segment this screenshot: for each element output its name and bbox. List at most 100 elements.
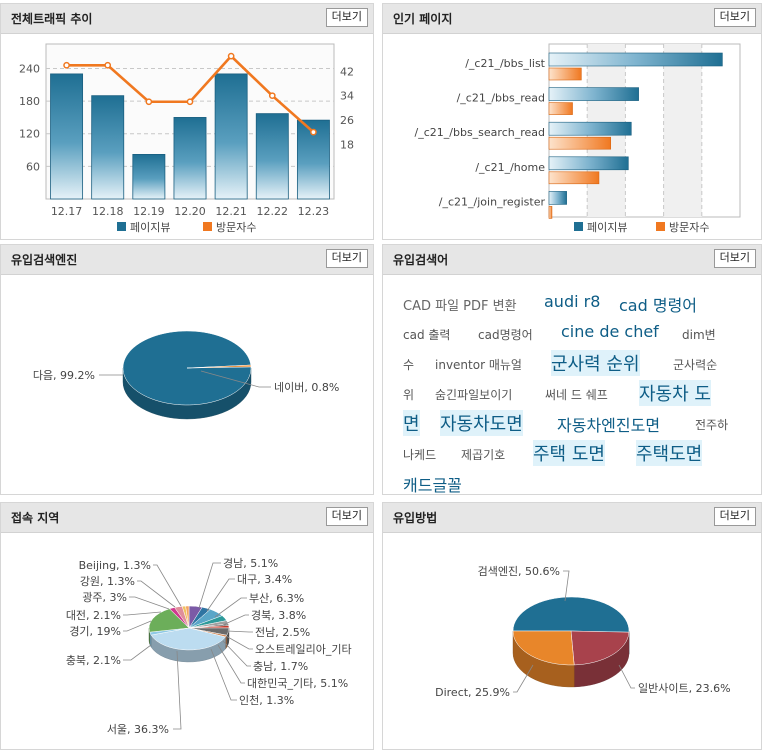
- legend-swatch: [574, 222, 583, 231]
- line-point: [227, 52, 235, 60]
- slice-label: 경남, 5.1%: [223, 557, 278, 570]
- referral-method-pie: 검색엔진, 50.6% 일반사이트, 23.6% Direct, 25.9%: [435, 565, 731, 699]
- bar: [50, 73, 84, 200]
- panel-title: 접속 지역: [11, 511, 60, 525]
- panel-title: 전체트래픽 추이: [11, 12, 93, 26]
- keyword-link[interactable]: 주택 도면: [533, 440, 605, 466]
- category-label: /_c21_/home: [475, 161, 545, 174]
- x-tick-label: 12.23: [298, 205, 330, 218]
- y2-tick-label: 18: [340, 138, 354, 151]
- bar: [132, 154, 166, 200]
- leader-line: [123, 644, 152, 661]
- slice-label: 검색엔진, 50.6%: [478, 565, 560, 578]
- panel-title: 인기 페이지: [393, 12, 453, 26]
- keyword-link[interactable]: 자동차 도: [639, 380, 711, 406]
- category-label: /_c21_/bbs_read: [457, 92, 545, 105]
- x-tick-label: 12.21: [215, 205, 247, 218]
- keyword-link[interactable]: 자동차도면: [440, 410, 523, 436]
- leader-line: [618, 664, 635, 689]
- leader-line: [153, 564, 182, 607]
- keyword-link[interactable]: 주택도면: [636, 440, 703, 466]
- pie-slice: [186, 364, 252, 369]
- slice-label: 인천, 1.3%: [239, 693, 294, 707]
- panel-header: 전체트래픽 추이 더보기: [1, 4, 373, 34]
- slice-label: 충북, 2.1%: [66, 654, 121, 667]
- popular-pages-panel: 인기 페이지 더보기 /_c21_/bbs_list /_c21_/bbs_rea…: [382, 3, 762, 240]
- leader-line: [226, 630, 253, 633]
- popular-pages-chart: /_c21_/bbs_list /_c21_/bbs_read /_c21_/bbs…: [415, 43, 741, 234]
- keyword-link[interactable]: 군사력순: [673, 358, 718, 372]
- bar: [91, 95, 125, 200]
- x-tick-label: 12.19: [133, 205, 165, 218]
- panel-header: 인기 페이지 더보기: [383, 4, 761, 34]
- region-pie: 경남, 5.1% 대구, 3.4% 부산, 6.3% 경북, 3.8% 전남, 2.5%…: [66, 557, 352, 736]
- pageview-bar: [548, 191, 567, 205]
- keyword-link[interactable]: 나케드: [403, 448, 437, 462]
- keyword-link[interactable]: 면: [403, 410, 420, 436]
- keyword-link[interactable]: cad명령어: [478, 328, 533, 342]
- slice-label: 네이버, 0.8%: [274, 381, 339, 394]
- region-panel: 접속 지역 더보기 경남, 5.1% 대구, 3.4% 부산, 6.3% 경북, 3.…: [0, 502, 374, 750]
- leader-line: [198, 562, 221, 609]
- more-button[interactable]: 더보기: [713, 507, 756, 526]
- pie-slice: [185, 605, 190, 629]
- keyword-link[interactable]: 써네 드 쉐프: [545, 388, 608, 402]
- slice-label: 오스트레일리아_기타: [255, 642, 352, 656]
- keyword-link[interactable]: 숨긴파일보이기: [435, 388, 513, 402]
- keyword-link[interactable]: cad 출력: [403, 328, 451, 342]
- leader-line: [225, 635, 253, 650]
- y2-tick-label: 34: [340, 90, 354, 103]
- bar: [173, 117, 207, 200]
- more-button[interactable]: 더보기: [325, 249, 368, 268]
- keyword-link[interactable]: cine de chef: [561, 322, 659, 341]
- legend-label: 방문자수: [216, 221, 256, 234]
- search-engine-pie: 다음, 99.2% 네이버, 0.8%: [33, 330, 339, 420]
- legend-label: 방문자수: [669, 221, 709, 234]
- slice-label: 대한민국_기타, 5.1%: [247, 677, 348, 690]
- y-tick-label: 120: [19, 128, 40, 141]
- more-button[interactable]: 더보기: [713, 8, 756, 27]
- slice-label: Direct, 25.9%: [435, 686, 510, 699]
- search-keyword-panel: 유입검색어 더보기 CAD 파일 PDF 변환 audi r8 cad 명령어 …: [382, 244, 762, 495]
- panel-header: 유입방법 더보기: [383, 503, 761, 533]
- keyword-link[interactable]: 자동차엔진도면: [557, 416, 661, 435]
- x-tick-label: 12.20: [174, 205, 206, 218]
- keyword-link[interactable]: CAD 파일 PDF 변환: [403, 299, 517, 314]
- leader-line: [513, 664, 534, 693]
- pageview-bar: [548, 121, 632, 136]
- slice-label: 다음, 99.2%: [33, 369, 95, 382]
- slice-label: 강원, 1.3%: [80, 575, 135, 588]
- line-point: [63, 61, 70, 69]
- keyword-link[interactable]: 수: [403, 358, 415, 372]
- x-tick-label: 12.17: [51, 205, 83, 218]
- keyword-link[interactable]: 제곱기호: [461, 448, 506, 462]
- more-button[interactable]: 더보기: [713, 249, 756, 268]
- keyword-link[interactable]: cad 명령어: [619, 296, 698, 315]
- keyword-link[interactable]: 위: [403, 388, 415, 402]
- keyword-link[interactable]: 캐드글꼴: [403, 476, 462, 495]
- more-button[interactable]: 더보기: [325, 507, 368, 526]
- pie-slice: [148, 608, 190, 633]
- leader-line: [200, 370, 271, 388]
- slice-label: 일반사이트, 23.6%: [638, 681, 731, 695]
- legend-label: 페이지뷰: [130, 221, 170, 234]
- category-label: /_c21_/bbs_list: [465, 57, 545, 70]
- slice-label: 대전, 2.1%: [66, 609, 121, 622]
- keyword-link[interactable]: dim변: [682, 328, 716, 342]
- more-button[interactable]: 더보기: [325, 8, 368, 27]
- slice-label: Beijing, 1.3%: [79, 559, 151, 572]
- keyword-link[interactable]: 전주하: [695, 418, 729, 432]
- keyword-link[interactable]: audi r8: [544, 292, 601, 311]
- slice-label: 대구, 3.4%: [237, 573, 292, 586]
- keyword-link[interactable]: inventor 매뉴얼: [435, 358, 522, 372]
- slice-label: 광주, 3%: [82, 591, 127, 604]
- y-tick-label: 180: [19, 95, 40, 108]
- leader-line: [206, 578, 235, 612]
- keyword-link[interactable]: 군사력 순위: [551, 350, 640, 376]
- line-point: [310, 128, 317, 136]
- plot-band: [663, 44, 702, 217]
- slice-label: 부산, 6.3%: [249, 592, 304, 605]
- leader-line: [123, 611, 162, 616]
- category-label: /_c21_/bbs_search_read: [415, 126, 545, 139]
- panel-header: 접속 지역 더보기: [1, 503, 373, 533]
